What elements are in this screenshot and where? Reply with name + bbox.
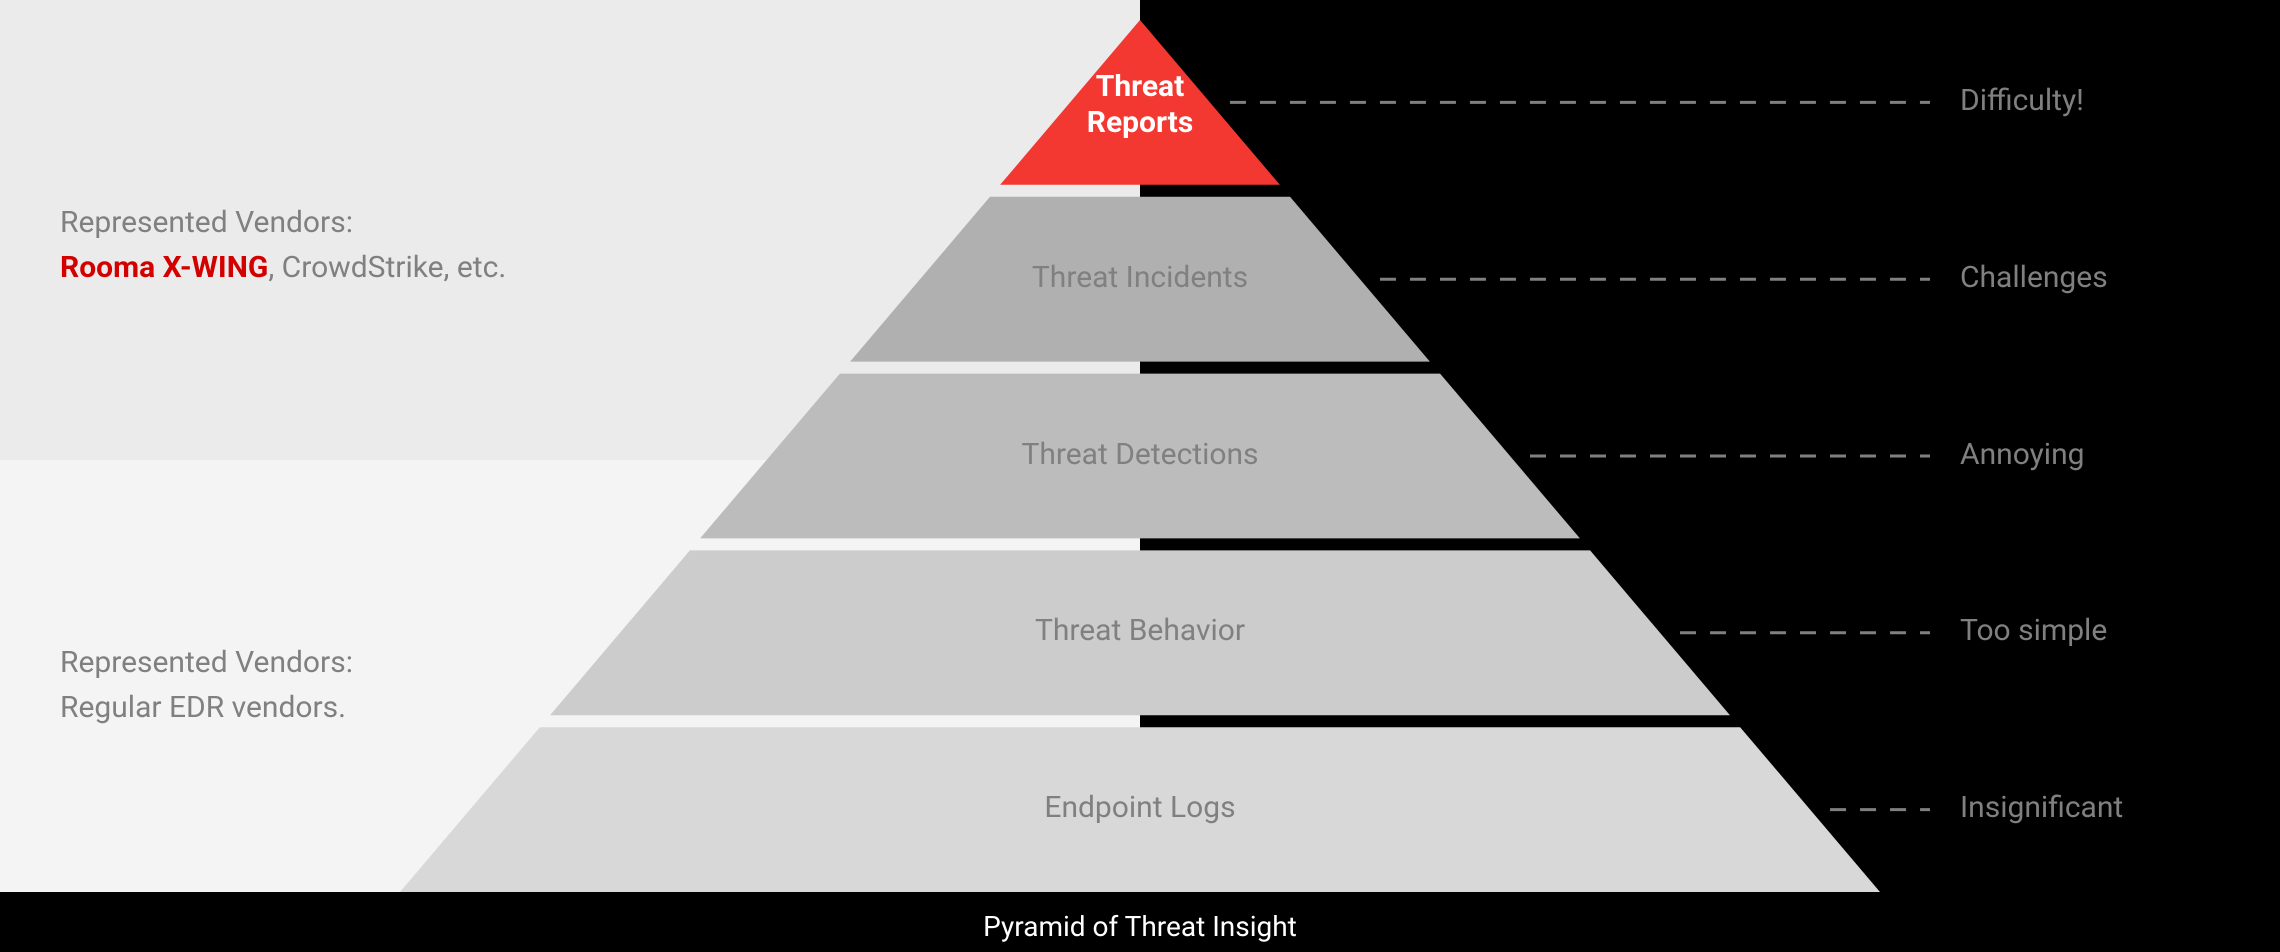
- vendors-top-heading: Represented Vendors:: [60, 200, 506, 245]
- right-label-threat-reports: Difficulty!: [1960, 83, 2084, 118]
- right-label-threat-detections: Annoying: [1960, 437, 2085, 472]
- vendors-bottom-heading: Represented Vendors:: [60, 640, 353, 685]
- right-label-threat-incidents: Challenges: [1960, 260, 2108, 295]
- vendors-bottom: Represented Vendors:Regular EDR vendors.: [60, 640, 353, 730]
- caption: Pyramid of Threat Insight: [0, 910, 2280, 943]
- vendors-top-line: Rooma X-WING, CrowdStrike, etc.: [60, 245, 506, 290]
- vendors-top: Represented Vendors:Rooma X-WING, CrowdS…: [60, 200, 506, 290]
- right-label-threat-behavior: Too simple: [1960, 613, 2107, 648]
- layer-label-endpoint-logs: Endpoint Logs: [0, 790, 2280, 825]
- diagram-canvas: ThreatReportsDifficulty!Threat Incidents…: [0, 0, 2280, 952]
- vendors-top-rest: , CrowdStrike, etc.: [268, 250, 506, 285]
- vendors-top-highlight: Rooma X-WING: [60, 250, 268, 285]
- layer-label-threat-detections: Threat Detections: [0, 437, 2280, 472]
- vendors-bottom-line: Regular EDR vendors.: [60, 685, 353, 730]
- layer-label-threat-reports: ThreatReports: [1020, 69, 1260, 141]
- right-label-endpoint-logs: Insignificant: [1960, 790, 2123, 825]
